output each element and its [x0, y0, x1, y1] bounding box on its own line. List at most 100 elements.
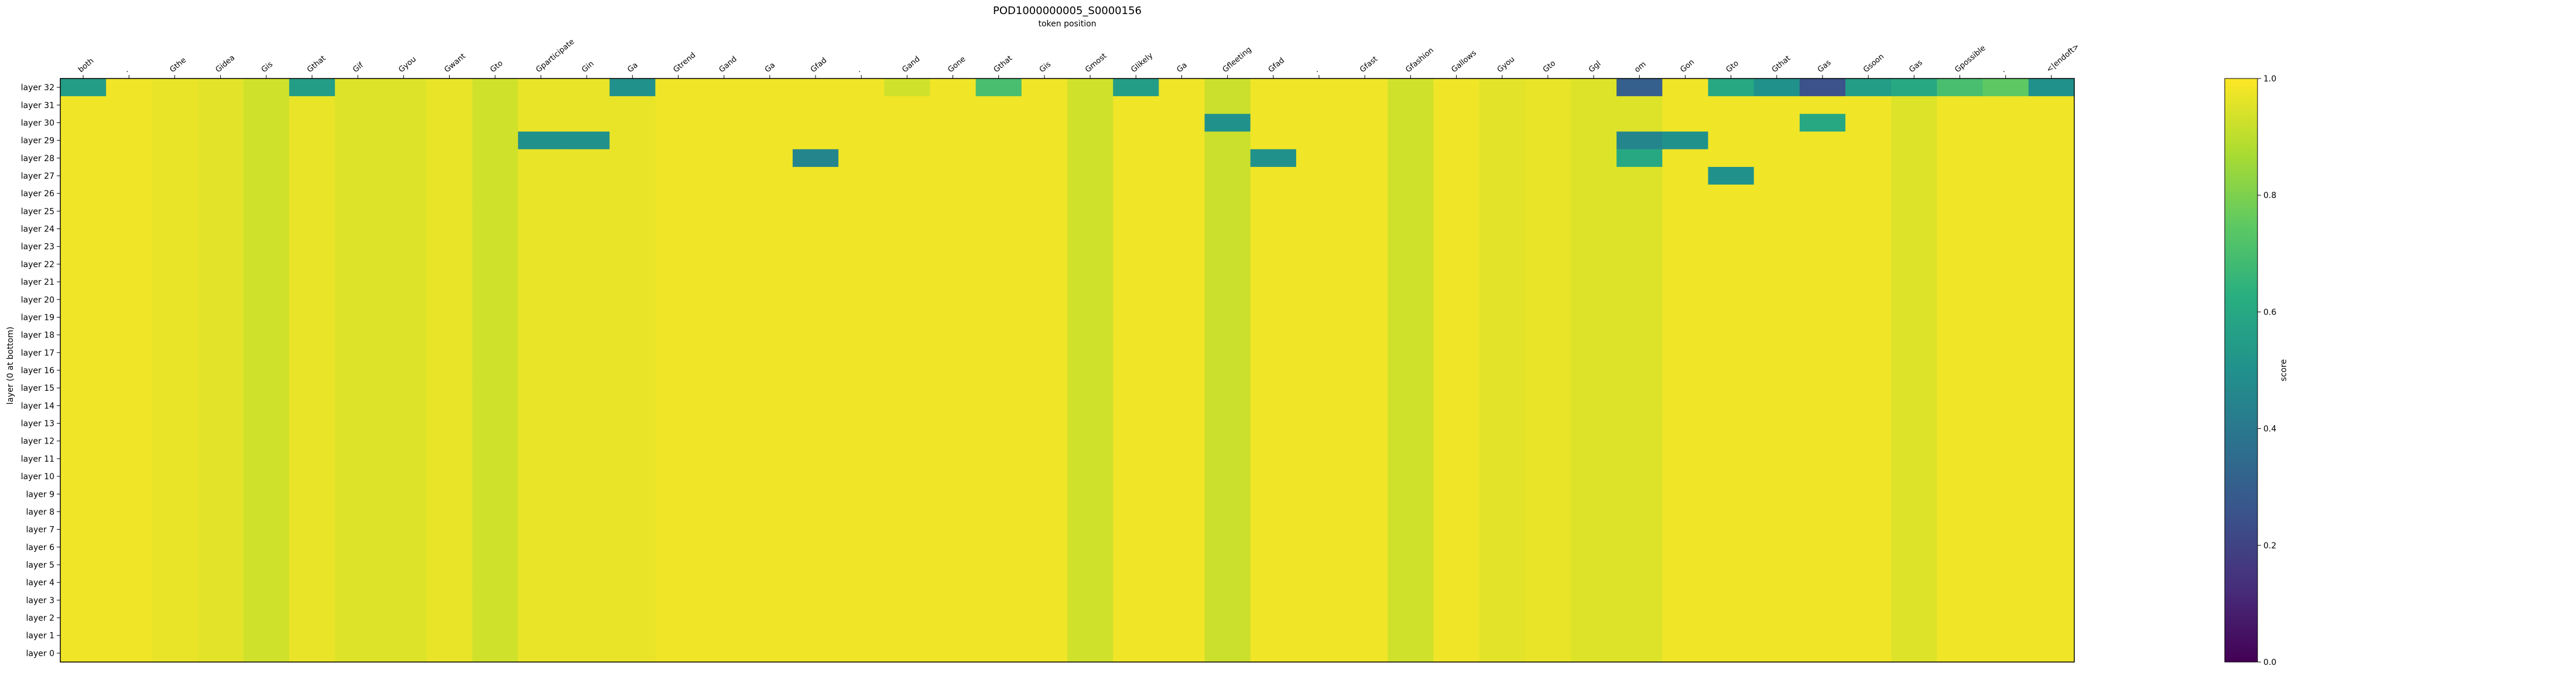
heatmap-cell: [1204, 626, 1251, 645]
heatmap-cell: [838, 520, 885, 539]
heatmap-cell: [564, 273, 610, 291]
heatmap-cell: [1113, 626, 1159, 645]
heatmap-cell: [1937, 255, 1984, 274]
y-tick-label: layer 26: [21, 189, 54, 199]
heatmap-cell: [564, 609, 610, 627]
heatmap-cell: [701, 185, 748, 203]
heatmap-cell: [2028, 574, 2075, 592]
heatmap-cell: [1753, 273, 1800, 291]
heatmap-cell: [609, 379, 656, 397]
heatmap-cell: [1479, 626, 1526, 645]
heatmap-cell: [1753, 520, 1800, 539]
heatmap-cell: [1433, 343, 1480, 362]
heatmap-cell: [1479, 361, 1526, 380]
heatmap-cell: [564, 591, 610, 610]
heatmap-cell: [930, 114, 977, 132]
heatmap-cell: [335, 79, 381, 97]
heatmap-cell: [1891, 379, 1938, 397]
heatmap-cell: [746, 503, 793, 521]
heatmap-cell: [792, 202, 839, 221]
heatmap-cell: [564, 149, 610, 168]
heatmap-cell: [1388, 538, 1434, 557]
heatmap-cell: [289, 609, 335, 627]
heatmap-cell: [1937, 149, 1984, 168]
heatmap-cell: [1753, 591, 1800, 610]
heatmap-cell: [2028, 114, 2075, 132]
heatmap-cell: [655, 555, 702, 574]
heatmap-cell: [1433, 626, 1480, 645]
heatmap-cell: [884, 185, 931, 203]
heatmap-cell: [106, 237, 152, 256]
heatmap-cell: [1204, 220, 1251, 238]
heatmap-cell: [152, 255, 198, 274]
heatmap-cell: [792, 574, 839, 592]
heatmap-cell: [1753, 609, 1800, 627]
heatmap-cell: [930, 503, 977, 521]
heatmap-cell: [1021, 538, 1068, 557]
heatmap-cell: [106, 609, 152, 627]
heatmap-cell: [884, 397, 931, 415]
heatmap-cell: [518, 449, 564, 468]
heatmap-cell: [1845, 591, 1892, 610]
heatmap-cell: [1204, 449, 1251, 468]
heatmap-cell: [1388, 308, 1434, 327]
heatmap-cell: [1525, 131, 1571, 150]
heatmap-cell: [243, 555, 290, 574]
x-tick-label: Gfad: [1267, 56, 1286, 74]
heatmap-cell: [426, 149, 473, 168]
heatmap-cell: [792, 449, 839, 468]
heatmap-cell: [1067, 220, 1114, 238]
heatmap-cell: [289, 114, 335, 132]
y-tick-label: layer 23: [21, 243, 54, 252]
heatmap-cell: [1891, 555, 1938, 574]
colorbar-tick-label: 0.4: [2263, 425, 2276, 434]
heatmap-cell: [1159, 503, 1205, 521]
heatmap-cell: [1113, 644, 1159, 663]
heatmap-cell: [930, 449, 977, 468]
heatmap-cell: [1571, 166, 1617, 185]
heatmap-cell: [381, 538, 427, 557]
heatmap-cell: [1479, 237, 1526, 256]
heatmap-cell: [197, 397, 244, 415]
heatmap-cell: [426, 644, 473, 663]
heatmap-cell: [655, 361, 702, 380]
heatmap-cell: [243, 414, 290, 433]
heatmap-cell: [1982, 520, 2029, 539]
heatmap-cell: [1982, 609, 2029, 627]
heatmap-cell: [609, 326, 656, 344]
heatmap-cell: [701, 574, 748, 592]
heatmap-cell: [1296, 520, 1342, 539]
heatmap-cell: [1296, 96, 1342, 114]
heatmap-cell: [1021, 555, 1068, 574]
heatmap-cell: [1571, 414, 1617, 433]
heatmap-cell: [564, 485, 610, 503]
heatmap-cell: [1982, 432, 2029, 451]
heatmap-cell: [609, 79, 656, 97]
heatmap-cell: [609, 538, 656, 557]
heatmap-cell: [1753, 202, 1800, 221]
heatmap-cell: [1708, 114, 1755, 132]
heatmap-cell: [609, 185, 656, 203]
heatmap-cell: [1571, 308, 1617, 327]
heatmap-cell: [564, 326, 610, 344]
heatmap-cell: [518, 626, 564, 645]
heatmap-cell: [838, 343, 885, 362]
heatmap-cell: [1159, 644, 1205, 663]
heatmap-cell: [1708, 326, 1755, 344]
heatmap-cell: [381, 449, 427, 468]
y-tick-label: layer 29: [21, 137, 54, 146]
heatmap-cell: [381, 79, 427, 97]
heatmap-cell: [472, 237, 519, 256]
x-tick-label: .: [855, 66, 862, 74]
heatmap-cell: [655, 96, 702, 114]
heatmap-cell: [975, 574, 1022, 592]
heatmap-cell: [746, 114, 793, 132]
heatmap-cell: [1708, 237, 1755, 256]
heatmap-cell: [1662, 520, 1709, 539]
heatmap-cell: [1799, 449, 1846, 468]
heatmap-cell: [884, 291, 931, 309]
heatmap-cell: [1937, 609, 1984, 627]
x-tick-label: Gfast: [1358, 54, 1379, 74]
heatmap-cell: [1433, 379, 1480, 397]
